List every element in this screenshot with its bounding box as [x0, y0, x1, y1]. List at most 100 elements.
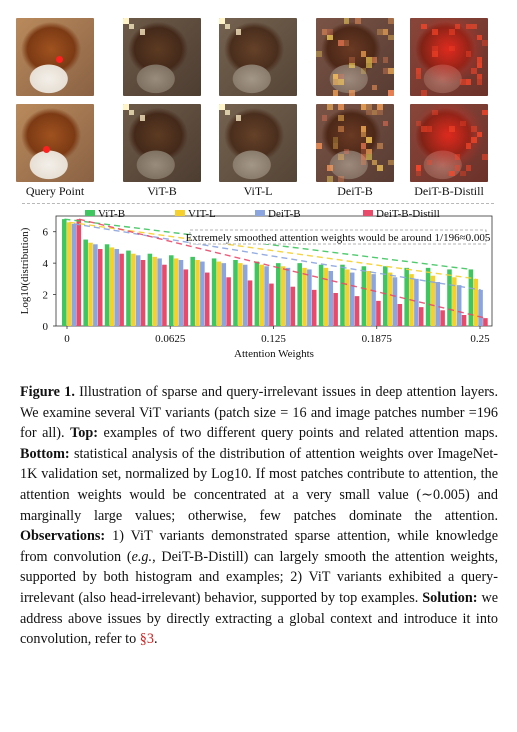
attention-patch — [349, 57, 355, 63]
bar-vit-l — [366, 271, 371, 326]
bar-deit-b-distill — [247, 280, 253, 326]
query-point-marker — [56, 56, 63, 63]
attention-patch — [476, 73, 483, 80]
bar-vit-b — [425, 267, 431, 326]
attention-patch — [128, 23, 135, 30]
bar-deit-b — [178, 260, 184, 326]
caption-text-4b: , DeiT-B-Distill) can largely smooth the… — [20, 548, 498, 606]
attention-map-r2-query-point — [16, 104, 94, 182]
attention-map-r2-deit-b-distill — [410, 104, 488, 182]
attention-patch — [343, 40, 350, 46]
attention-patch — [465, 165, 472, 171]
column-label-vit-b: ViT-B — [147, 184, 177, 198]
bar-deit-b — [221, 263, 227, 326]
bar-deit-b — [392, 277, 398, 326]
bar-deit-b-distill — [418, 307, 424, 326]
attention-patch — [432, 45, 438, 52]
attention-patch — [360, 51, 367, 57]
attention-patch — [415, 165, 422, 171]
attention-patch — [415, 120, 422, 127]
attention-patch — [432, 29, 438, 35]
attention-patch — [415, 165, 422, 171]
bar-vit-b — [404, 267, 409, 326]
attention-patch — [449, 45, 455, 52]
attention-patch — [377, 165, 383, 171]
attention-patch — [360, 148, 367, 155]
attention-patch — [388, 90, 394, 96]
section-reference-link[interactable]: §3 — [139, 631, 154, 648]
attention-patch — [371, 84, 378, 91]
bar-vit-l — [131, 253, 136, 326]
bar-deit-b-distill — [354, 296, 360, 326]
bar-deit-b-distill — [162, 264, 167, 326]
bar-deit-b-distill — [140, 260, 146, 326]
attention-heat-region — [410, 18, 488, 96]
attention-patch — [471, 137, 477, 143]
attention-patch — [371, 109, 378, 116]
attention-patch — [471, 23, 477, 30]
y-axis-label: Log10(distribution) — [19, 227, 31, 314]
bar-vit-l — [109, 247, 115, 326]
x-tick-label: 0.1875 — [362, 333, 393, 345]
attention-patch — [460, 170, 466, 177]
bar-vit-l — [387, 272, 393, 326]
attention-patch — [382, 68, 389, 74]
attention-map-r1-query-point — [16, 18, 94, 96]
caption-text-5: we address above issues by directly extr… — [20, 589, 498, 648]
bar-vit-l — [473, 278, 478, 326]
attention-patch — [415, 170, 422, 177]
attention-patch — [454, 154, 461, 160]
attention-patch — [388, 159, 394, 166]
attention-patch — [316, 51, 322, 57]
attention-patch — [449, 170, 455, 177]
attention-patch — [338, 176, 344, 182]
bar-deit-b — [307, 269, 312, 326]
figure-caption: Figure 1. Illustration of sparse and que… — [20, 382, 498, 650]
query-point-marker — [43, 146, 50, 153]
attention-map-r1-vit-l — [219, 18, 297, 96]
attention-patch — [219, 104, 225, 110]
bar-vit-b — [126, 250, 131, 326]
bar-deit-b — [264, 266, 269, 326]
caption-top-label: Top: — [70, 425, 98, 442]
attention-patch — [377, 104, 383, 110]
attention-map-r2-deit-b — [316, 104, 394, 182]
bar-vit-l — [259, 264, 264, 326]
bar-deit-b — [435, 282, 441, 326]
attention-patch — [338, 40, 344, 46]
trend-line-deit-b — [74, 223, 481, 291]
attention-patch — [382, 57, 389, 63]
attention-patch — [360, 143, 367, 149]
attention-patch — [316, 143, 322, 149]
attention-patch — [388, 68, 394, 74]
attention-patch — [482, 154, 488, 160]
bar-vit-b — [211, 258, 217, 326]
attention-patch — [377, 29, 383, 35]
bar-vit-l — [323, 267, 329, 326]
bar-deit-b — [93, 244, 98, 326]
figure-separator — [22, 203, 494, 204]
legend-swatch-vit-b — [85, 210, 95, 216]
legend-swatch-deit-b-distill — [363, 210, 373, 216]
attention-patch — [482, 109, 488, 116]
attention-patch — [338, 115, 344, 121]
attention-patch — [332, 143, 339, 149]
bar-deit-b — [114, 249, 120, 326]
attention-patch — [332, 90, 339, 96]
attention-patch — [465, 23, 472, 30]
bar-deit-b — [328, 271, 334, 326]
bar-deit-b-distill — [397, 304, 403, 326]
bar-vit-b — [169, 255, 174, 326]
attention-patch — [415, 73, 422, 80]
attention-patch — [476, 131, 483, 138]
bar-deit-b — [200, 261, 205, 326]
attention-patch — [382, 120, 389, 127]
attention-patch — [360, 159, 367, 166]
legend-label-deit-b-distill: DeiT-B-Distill — [376, 208, 440, 220]
bar-deit-b — [285, 267, 291, 326]
bar-deit-b-distill — [119, 253, 124, 326]
caption-text-1: Illustration of sparse and query-irrelev… — [20, 384, 498, 442]
legend-label-vit-l: VIT-L — [188, 208, 216, 220]
attention-patch — [366, 57, 372, 63]
attention-patch — [343, 18, 350, 24]
